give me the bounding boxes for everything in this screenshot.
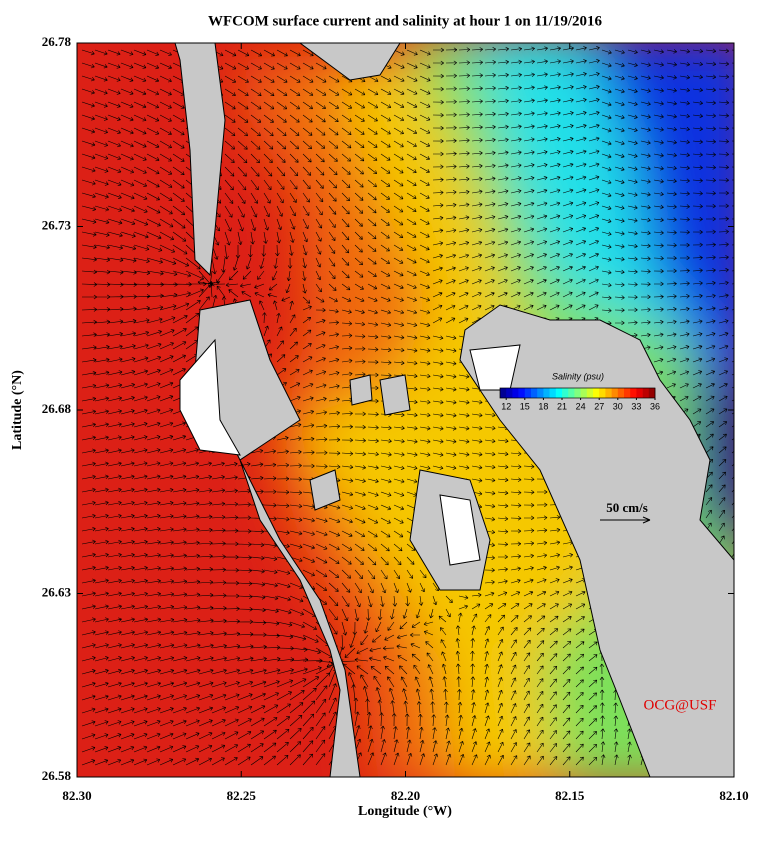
colorbar-swatch — [617, 388, 625, 398]
vector-arrows — [81, 46, 734, 766]
colorbar-swatch — [648, 388, 656, 398]
y-tick-label: 26.58 — [42, 768, 72, 783]
colorbar-swatch — [518, 388, 526, 398]
colorbar-tick-label: 30 — [613, 401, 623, 411]
colorbar-swatch — [611, 388, 619, 398]
colorbar-tick-label: 15 — [520, 401, 530, 411]
white-patches — [179, 338, 521, 566]
chart-title: WFCOM surface current and salinity at ho… — [208, 13, 603, 29]
colorbar-label: Salinity (psu) — [552, 371, 604, 381]
current-vectors — [81, 46, 734, 766]
colorbar-swatch — [574, 388, 581, 398]
colorbar-swatch — [642, 388, 650, 398]
x-tick-label: 82.20 — [391, 788, 420, 803]
y-tick-label: 26.78 — [42, 34, 72, 49]
colorbar-swatch — [543, 388, 550, 398]
scale-arrow-head — [642, 516, 651, 524]
colorbar-swatch — [586, 388, 594, 398]
colorbar-tick-label: 18 — [538, 401, 548, 411]
colorbar-swatch — [512, 388, 519, 398]
x-axis-label: Longitude (°W) — [358, 804, 452, 819]
colorbar-frame — [499, 387, 656, 399]
colorbar-swatch — [605, 388, 612, 398]
credit: OCG@USF — [643, 697, 716, 713]
colorbar-swatch — [555, 388, 563, 398]
x-tick-label: 82.10 — [719, 788, 748, 803]
x-tick-label: 82.30 — [62, 788, 91, 803]
colorbar-swatch — [562, 388, 569, 398]
colorbar-swatch — [624, 388, 631, 398]
y-tick-label: 26.73 — [42, 217, 72, 232]
x-tick-label: 82.15 — [555, 788, 585, 803]
colorbar: 12 15 18 21 24 27 30 33 36 — [499, 387, 660, 411]
x-tick-label: 82.25 — [227, 788, 257, 803]
colorbar-swatch — [593, 388, 600, 398]
colorbar-swatch — [531, 388, 538, 398]
y-axis-label: Latitude (°N) — [10, 370, 25, 450]
colorbar-tick-label: 33 — [631, 401, 641, 411]
y-tick-label: 26.68 — [42, 401, 72, 416]
y-tick-label: 26.63 — [42, 584, 72, 599]
colorbar-swatch — [524, 388, 532, 398]
colorbar-tick-label: 36 — [650, 401, 660, 411]
colorbar-swatch — [599, 388, 606, 398]
colorbar-swatch — [500, 388, 507, 398]
colorbar-swatch — [580, 388, 588, 398]
colorbar-tick-label: 12 — [501, 401, 511, 411]
colorbar-swatch — [506, 388, 513, 398]
colorbar-tick-label: 27 — [594, 401, 604, 411]
colorbar-swatch — [568, 388, 575, 398]
colorbar-swatch — [537, 388, 544, 398]
scale-label: 50 cm/s — [606, 500, 648, 515]
salinity-field — [77, 43, 734, 777]
colorbar-swatch — [630, 388, 637, 398]
colorbar-swatch — [549, 388, 557, 398]
colorbar-tick-label: 24 — [576, 401, 586, 411]
colorbar-tick-label: 21 — [557, 401, 567, 411]
colorbar-swatch — [636, 388, 643, 398]
